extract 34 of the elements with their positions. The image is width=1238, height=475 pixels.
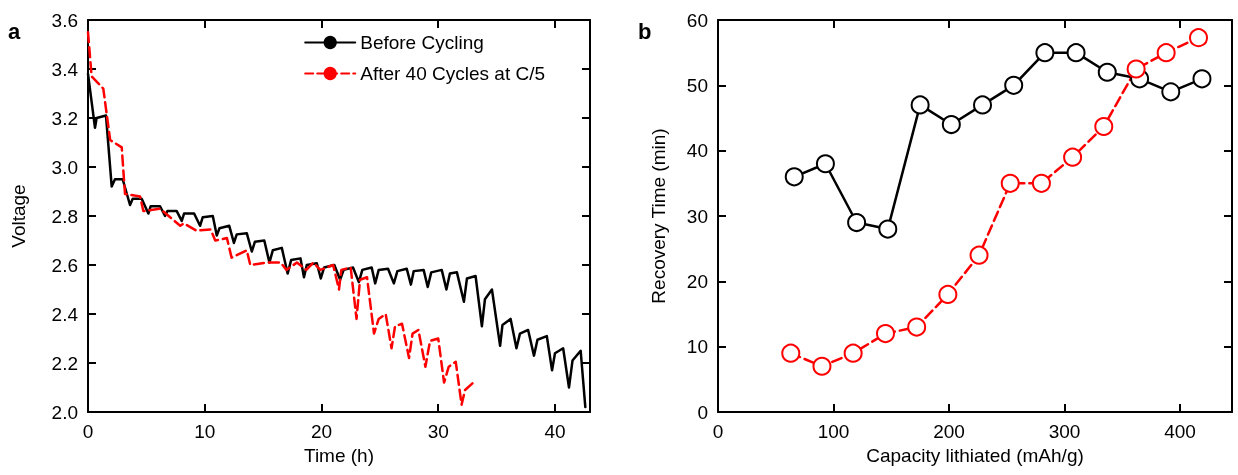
y-tick-label: 2.4 xyxy=(51,303,79,325)
y-tick-label: 3.6 xyxy=(51,9,78,31)
y-tick-label: 30 xyxy=(686,205,708,227)
y-tick-label: 2.6 xyxy=(51,254,78,276)
text: b xyxy=(638,18,652,44)
x-tick-label: 200 xyxy=(933,421,965,442)
x-tick-label: 30 xyxy=(427,421,449,442)
x-tick-label: 10 xyxy=(194,421,216,442)
y-tick-label: 20 xyxy=(686,270,708,292)
x-tick-label: 300 xyxy=(1048,421,1081,442)
y-tick-label: 2.0 xyxy=(51,401,78,423)
x-tick-label: 40 xyxy=(544,421,566,442)
x-tick-label: 20 xyxy=(310,421,333,442)
legend-label: Before Cycling xyxy=(360,32,484,53)
y-tick-label: 3.0 xyxy=(51,156,78,178)
y-tick-label: 3.2 xyxy=(51,107,78,129)
y-tick-label: 3.4 xyxy=(51,58,79,80)
x-tick-label: 400 xyxy=(1164,421,1196,442)
text: a xyxy=(8,18,21,44)
y-axis-title: Recovery Time (min) xyxy=(648,128,669,304)
x-tick-label: 100 xyxy=(817,421,850,442)
y-tick-label: 2.8 xyxy=(51,205,78,227)
y-tick-label: 2.2 xyxy=(51,352,78,374)
y-tick-label: 60 xyxy=(686,9,708,31)
x-axis-title: Capacity lithiated (mAh/g) xyxy=(866,445,1084,466)
y-tick-label: 0 xyxy=(697,401,708,423)
x-axis-title: Time (h) xyxy=(303,445,375,466)
x-tick-label: 0 xyxy=(712,421,724,442)
y-tick-label: 50 xyxy=(686,74,708,96)
x-tick-label: 0 xyxy=(82,421,94,442)
y-tick-label: 40 xyxy=(686,140,708,162)
y-axis-title: Voltage xyxy=(8,184,29,248)
y-tick-label: 10 xyxy=(686,336,708,358)
legend-label: After 40 Cycles at C/5 xyxy=(360,63,545,84)
